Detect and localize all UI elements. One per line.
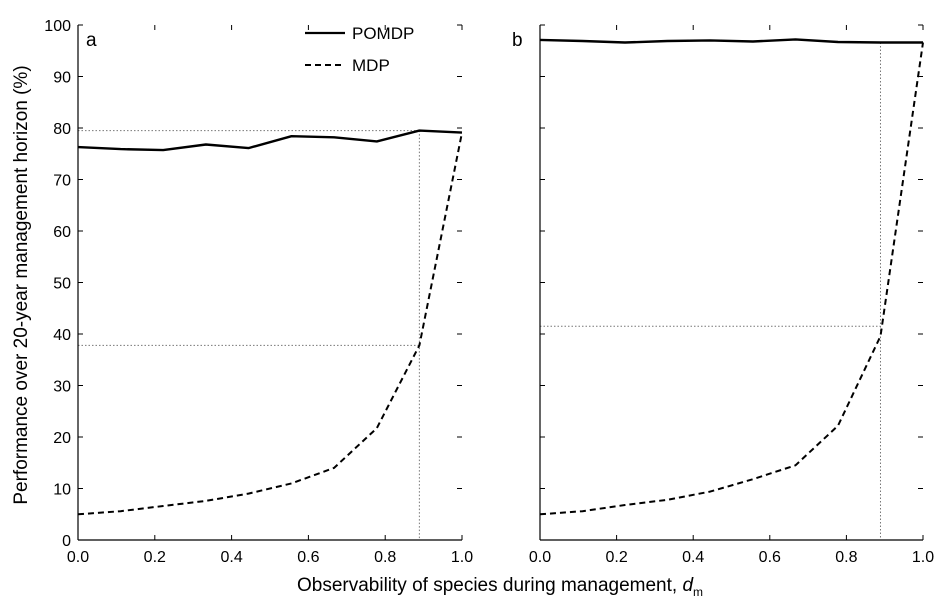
y-tick-label: 0 xyxy=(62,533,71,550)
x-tick-label: 1.0 xyxy=(912,549,934,566)
y-tick-label: 50 xyxy=(53,276,71,293)
y-tick-label: 10 xyxy=(53,482,71,499)
legend: POMDP MDP xyxy=(305,24,414,75)
x-tick-label: 0.2 xyxy=(605,549,627,566)
y-tick-label: 20 xyxy=(53,430,71,447)
x-axis-title: Observability of species during manageme… xyxy=(297,575,703,599)
y-tick-label: 100 xyxy=(44,18,71,35)
series-line-pomdp xyxy=(539,38,923,44)
x-tick-label: 0.4 xyxy=(220,549,242,566)
x-tick-label: 0.6 xyxy=(759,549,781,566)
legend-label-mdp: MDP xyxy=(352,56,390,75)
x-tick-label: 1.0 xyxy=(451,549,473,566)
panel-label: b xyxy=(512,30,523,51)
x-tick-label: 0.2 xyxy=(144,549,166,566)
y-tick-label: 40 xyxy=(53,327,71,344)
legend-label-pomdp: POMDP xyxy=(352,24,414,43)
y-axis-title: Performance over 20-year management hori… xyxy=(11,65,32,504)
y-tick-label: 90 xyxy=(53,70,71,87)
panel-b: 0.0 0.2 0.4 0.6 0.8 1.0 b xyxy=(512,24,934,566)
panel-a: 0 10 20 30 40 50 60 70 80 90 100 0.0 0.2 0.4 0.6 0.8 1.0… xyxy=(44,18,473,566)
y-tick-label: 60 xyxy=(53,224,71,241)
y-tick-label: 80 xyxy=(53,121,71,138)
x-tick-label: 0.0 xyxy=(529,549,551,566)
x-axis-title-text: Observability of species during manageme… xyxy=(297,575,682,596)
y-tick-label: 70 xyxy=(53,173,71,190)
x-tick-label: 0.8 xyxy=(835,549,857,566)
x-tick-label: 0.6 xyxy=(297,549,319,566)
x-axis-title-subscript: m xyxy=(693,585,703,599)
panel-label: a xyxy=(86,30,97,51)
series-line-mdp xyxy=(77,132,463,516)
series-line-mdp xyxy=(539,42,924,516)
y-tick-label: 30 xyxy=(53,379,71,396)
x-tick-label: 0.8 xyxy=(374,549,396,566)
x-tick-label: 0.4 xyxy=(682,549,704,566)
x-axis-title-symbol: d xyxy=(682,575,694,596)
x-tick-label: 0.0 xyxy=(67,549,89,566)
series-line-pomdp xyxy=(77,129,463,152)
